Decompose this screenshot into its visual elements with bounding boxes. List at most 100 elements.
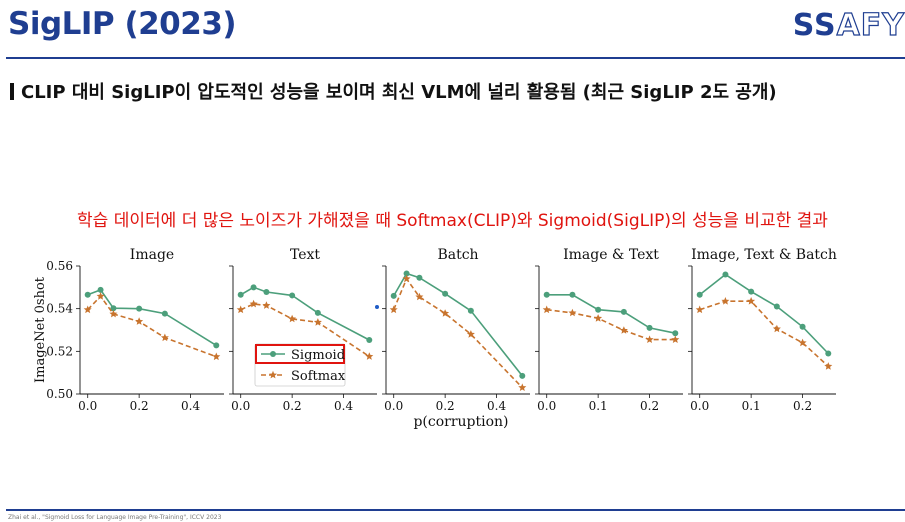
panel-title: Image: [130, 247, 174, 263]
sigmoid-point: [390, 292, 397, 299]
x-axis-label: p(corruption): [413, 414, 508, 430]
sigmoid-point: [161, 310, 168, 317]
softmax-line: [392, 277, 523, 389]
softmax-point: [212, 352, 221, 361]
sigmoid-point: [136, 305, 143, 312]
sigmoid-point: [722, 271, 729, 278]
softmax-point: [619, 326, 628, 334]
sigmoid-line: [699, 273, 829, 355]
softmax-point: [262, 301, 271, 309]
x-tick-label: 0.2: [130, 399, 149, 413]
sigmoid-point: [825, 350, 832, 357]
softmax-point: [671, 335, 680, 343]
sigmoid-point: [289, 292, 296, 299]
logo-part-2: AFY: [836, 7, 905, 43]
sigmoid-point: [442, 290, 449, 297]
x-tick-label: 0.1: [742, 399, 761, 413]
ssafy-logo: SSAFY: [792, 7, 905, 43]
y-tick-label: 0.54: [46, 302, 73, 316]
sigmoid-line: [546, 293, 676, 334]
softmax-point: [594, 314, 603, 322]
softmax-point: [824, 362, 833, 370]
sigmoid-point: [696, 291, 703, 298]
chart-panel-5: Image, Text & Batch 0.0 0.1 0.2: [688, 247, 837, 413]
sigmoid-point: [403, 270, 410, 277]
softmax-point: [135, 317, 144, 325]
legend-softmax-marker: [269, 370, 277, 379]
chart-panel-4: Image & Text 0.0 0.1 0.2: [535, 247, 683, 413]
softmax-point: [798, 338, 807, 347]
softmax-point: [365, 352, 374, 360]
title-divider: [6, 57, 905, 59]
softmax-point: [466, 330, 475, 338]
footer-divider: [6, 509, 905, 511]
sigmoid-point: [646, 324, 653, 331]
chart-panel-1: Image 0.50 0.52 0.54 0.56 0.0 0.2 0.4: [46, 247, 224, 413]
subtitle-text: CLIP 대비 SigLIP이 압도적인 성능을 보이며 최신 VLM에 널리 …: [21, 82, 777, 103]
legend-softmax-label: Softmax: [291, 369, 346, 384]
chart-panel-3: Batch 0.0 0.2 0.4: [382, 247, 530, 413]
legend-highlight-box: [255, 344, 345, 364]
x-tick-label: 0.0: [231, 399, 250, 413]
stray-dot: [375, 305, 379, 309]
x-tick-label: 0.0: [690, 399, 709, 413]
softmax-point: [402, 274, 411, 283]
x-tick-label: 0.2: [640, 399, 659, 413]
sigmoid-point: [543, 291, 550, 298]
sigmoid-point: [799, 323, 806, 330]
y-tick-label: 0.52: [46, 344, 73, 358]
slide-title: SigLIP (2023): [8, 6, 237, 42]
legend-sigmoid-label: Sigmoid: [291, 348, 345, 363]
chart-legend: Sigmoid Softmax: [254, 343, 346, 387]
x-tick-label: 0.4: [487, 399, 506, 413]
panel-title: Batch: [437, 247, 478, 263]
softmax-point: [542, 305, 551, 314]
sigmoid-line: [87, 288, 217, 347]
softmax-point: [83, 305, 92, 314]
softmax-point: [441, 309, 450, 317]
y-axis-label: ImageNet 0shot: [33, 276, 48, 383]
figure-caption: 학습 데이터에 더 많은 노이즈가 가해졌을 때 Softmax(CLIP)와 …: [77, 211, 828, 231]
sigmoid-point: [314, 309, 321, 316]
sigmoid-point: [416, 274, 423, 281]
chart-panel-2: Text 0.0 0.2 0.4 Sigmoid Softmax: [229, 247, 377, 413]
sigmoid-line: [393, 272, 523, 377]
softmax-point: [415, 292, 424, 301]
softmax-point: [518, 383, 527, 391]
sigmoid-point: [97, 286, 104, 293]
reference-footnote: Zhai et al., "Sigmoid Loss for Language …: [8, 514, 222, 521]
softmax-point: [288, 314, 297, 323]
panel-title: Image & Text: [563, 247, 659, 263]
sigmoid-point: [110, 305, 117, 312]
legend-sigmoid-marker: [270, 351, 276, 357]
x-tick-label: 0.0: [384, 399, 403, 413]
sigmoid-point: [213, 342, 220, 349]
softmax-line: [240, 303, 370, 358]
x-tick-label: 0.2: [793, 399, 812, 413]
sigmoid-point: [672, 330, 679, 337]
softmax-point: [747, 297, 756, 305]
y-tick-label: 0.50: [46, 387, 73, 401]
sigmoid-point: [263, 289, 270, 296]
x-tick-label: 0.4: [334, 399, 353, 413]
x-tick-label: 0.0: [78, 399, 97, 413]
sigmoid-line: [240, 286, 370, 341]
softmax-point: [249, 299, 258, 308]
sigmoid-point: [569, 291, 576, 298]
sigmoid-point: [519, 372, 526, 379]
sigmoid-point: [237, 291, 244, 298]
softmax-point: [772, 324, 781, 333]
y-tick-label: 0.56: [46, 259, 73, 273]
sigmoid-point: [366, 337, 373, 344]
softmax-point: [568, 308, 577, 317]
x-tick-label: 0.4: [181, 399, 200, 413]
softmax-point: [695, 305, 704, 314]
sigmoid-point: [250, 284, 257, 291]
x-tick-label: 0.0: [537, 399, 556, 413]
logo-part-1: SS: [792, 8, 837, 43]
sigmoid-point: [84, 291, 91, 298]
slide-subtitle: CLIP 대비 SigLIP이 압도적인 성능을 보이며 최신 VLM에 널리 …: [10, 78, 777, 104]
softmax-point: [389, 305, 398, 314]
softmax-point: [160, 333, 169, 342]
panel-title: Text: [290, 247, 320, 263]
